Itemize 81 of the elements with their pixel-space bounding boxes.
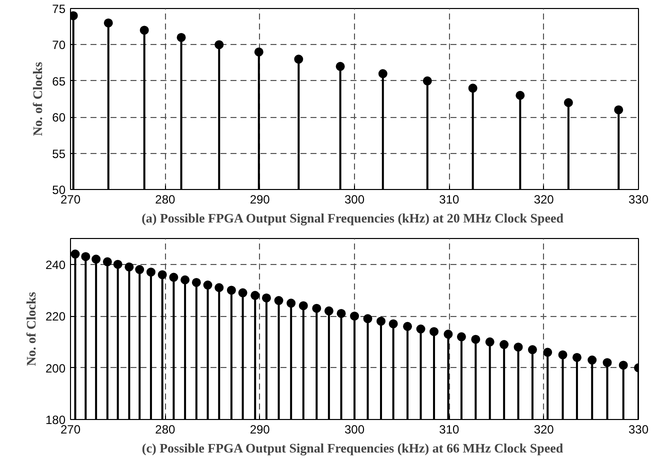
point — [516, 90, 525, 100]
point — [543, 348, 552, 357]
x-tick-label: 310 — [439, 422, 460, 436]
x-axis-title: (a) Possible FPGA Output Signal Frequencies (kHz) at 20 MHz Clock Speed — [142, 210, 564, 226]
point — [363, 314, 372, 324]
x-tick-label: 280 — [155, 422, 176, 436]
x-tick-label: 310 — [439, 192, 460, 206]
point — [250, 290, 260, 300]
y-tick-label: 240 — [45, 258, 66, 272]
point — [238, 288, 248, 298]
point — [294, 54, 304, 64]
y-axis-title: No. of Clocks — [30, 62, 46, 136]
point — [226, 286, 236, 295]
x-tick-label: 320 — [534, 422, 554, 436]
point — [146, 268, 156, 277]
point — [113, 260, 122, 269]
point — [70, 250, 80, 259]
point — [254, 47, 264, 56]
point — [298, 301, 308, 310]
x-axis-title: (c) Possible FPGA Output Signal Frequencies (kHz) at 66 MHz Clock Speed — [142, 440, 564, 456]
point — [180, 275, 190, 284]
y-tick-label: 55 — [52, 146, 66, 161]
point — [158, 270, 167, 280]
point — [286, 298, 296, 308]
point — [602, 358, 612, 368]
point — [514, 342, 523, 352]
point — [203, 280, 212, 290]
point — [169, 272, 178, 282]
point — [422, 76, 432, 86]
point — [214, 40, 224, 50]
x-tick-label: 300 — [344, 422, 365, 436]
point — [124, 262, 134, 272]
point — [350, 312, 359, 321]
point — [618, 360, 628, 370]
point — [262, 293, 271, 302]
point — [81, 252, 90, 262]
point — [500, 340, 509, 350]
x-tick-label: 320 — [534, 192, 554, 206]
point — [468, 84, 478, 93]
point — [102, 257, 112, 266]
x-tick-label: 300 — [344, 192, 365, 206]
point — [564, 98, 573, 108]
point — [558, 350, 568, 360]
point — [336, 62, 345, 71]
point — [528, 345, 537, 354]
x-tick-label: 290 — [250, 192, 270, 206]
x-tick-label: 330 — [628, 422, 649, 436]
point — [214, 283, 224, 292]
point — [614, 105, 624, 114]
point — [140, 26, 149, 35]
point — [416, 324, 426, 334]
point — [471, 334, 480, 344]
point — [588, 356, 597, 365]
y-tick-label: 220 — [45, 310, 66, 324]
y-tick-label: 60 — [52, 110, 66, 125]
point — [485, 337, 494, 346]
point — [135, 265, 144, 274]
y-tick-label: 70 — [52, 38, 66, 52]
y-axis-title: No. of Clocks — [23, 292, 38, 366]
point — [376, 316, 386, 326]
x-tick-label: 280 — [155, 192, 176, 206]
point — [403, 322, 412, 331]
point — [336, 308, 346, 318]
point — [176, 32, 186, 42]
point — [104, 18, 113, 28]
point — [444, 330, 453, 339]
point — [312, 304, 322, 313]
y-tick-label: 65 — [52, 74, 66, 88]
point — [92, 254, 101, 264]
point — [274, 296, 284, 306]
point — [572, 352, 582, 362]
y-tick-label: 200 — [45, 361, 66, 376]
point — [324, 306, 334, 316]
point — [430, 327, 439, 336]
x-tick-label: 330 — [628, 192, 649, 206]
y-tick-label: 75 — [52, 2, 66, 16]
x-tick-label: 290 — [250, 422, 270, 436]
point — [378, 69, 388, 78]
point — [192, 278, 201, 287]
point — [456, 332, 466, 342]
point — [388, 319, 398, 328]
